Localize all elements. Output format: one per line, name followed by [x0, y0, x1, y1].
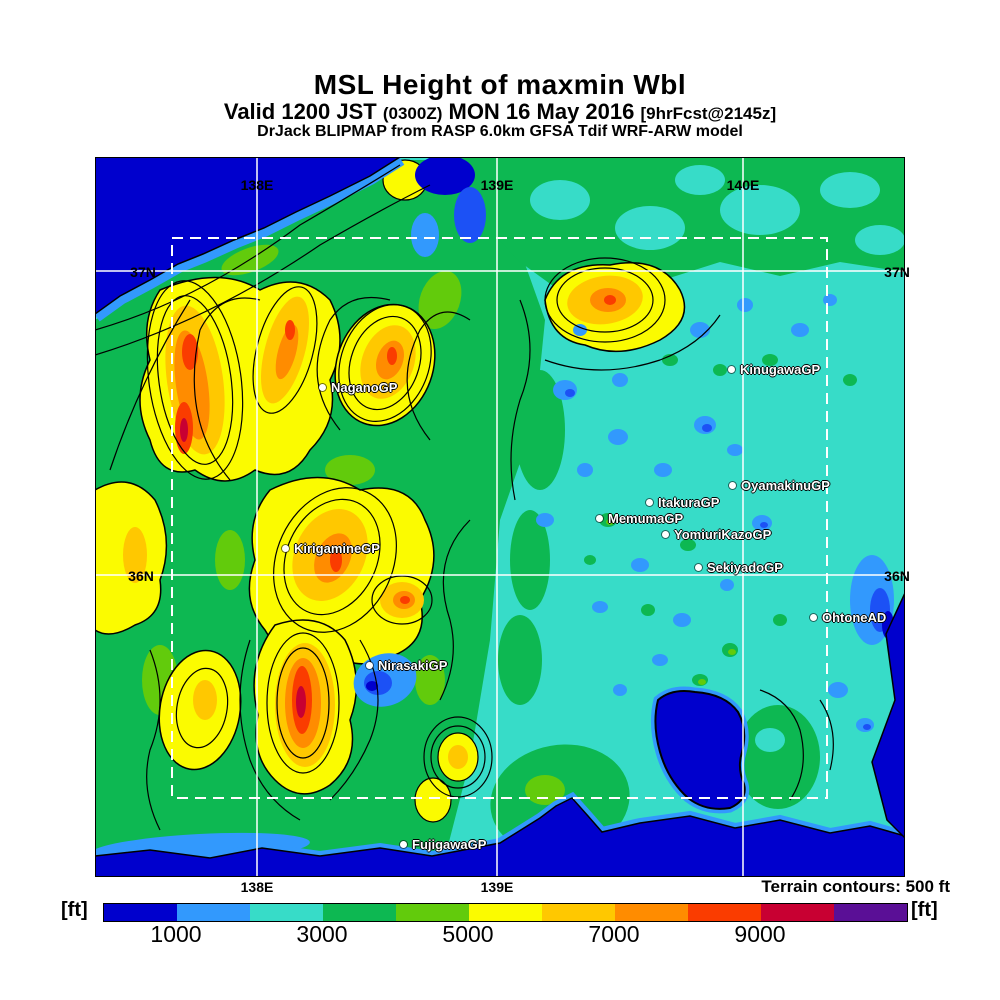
station-label: NirasakiGP	[378, 658, 448, 673]
terrain-contour-lines	[95, 164, 834, 831]
station-marker-sekiyado: SekiyadoGP	[695, 560, 783, 575]
station-dot-icon	[282, 545, 289, 552]
station-label: OyamakinuGP	[741, 478, 830, 493]
colorbar-segment	[396, 904, 469, 921]
colorbar-segment	[688, 904, 761, 921]
colorbar-segment	[177, 904, 250, 921]
station-marker-fujigawa: FujigawaGP	[400, 837, 486, 852]
colorbar-segment	[323, 904, 396, 921]
colorbar-segment	[615, 904, 688, 921]
station-marker-itakura: ItakuraGP	[646, 495, 719, 510]
station-label: NaganoGP	[331, 380, 398, 395]
station-marker-kinugawa: KinugawaGP	[728, 362, 820, 377]
terrain-fill-layer	[95, 157, 905, 877]
colorbar-swatches	[104, 904, 907, 921]
colorbar-unit-left: [ft]	[61, 899, 88, 921]
map-area: 138E 139E 140E 37N 36N 37N 36N NaganoGP …	[95, 157, 910, 877]
station-marker-nirasaki: NirasakiGP	[366, 658, 447, 673]
colorbar-segment	[469, 904, 542, 921]
lat-label-36n-right: 36N	[884, 568, 910, 584]
colorbar-segment	[542, 904, 615, 921]
station-label: ItakuraGP	[658, 495, 720, 510]
colorbar-tick-1000: 1000	[150, 921, 202, 947]
colorbar-tick-9000: 9000	[734, 921, 786, 947]
station-dot-icon	[596, 515, 603, 522]
station-marker-nagano: NaganoGP	[319, 380, 397, 395]
station-marker-kirigamine: KirigamineGP	[282, 541, 380, 556]
forecast-run-text: [9hrFcst@2145z]	[640, 104, 777, 123]
colorbar-unit-right: [ft]	[911, 899, 938, 921]
graticule-lines	[95, 157, 905, 877]
terrain-contour-note: Terrain contours: 500 ft	[761, 877, 950, 896]
lat-label-37n-right: 37N	[884, 264, 910, 280]
valid-date-text: MON 16 May 2016	[442, 99, 641, 124]
station-dot-icon	[695, 564, 702, 571]
map-border	[95, 157, 905, 877]
station-label: FujigawaGP	[412, 837, 487, 852]
station-label: OhtoneAD	[822, 610, 887, 625]
colorbar-segment	[834, 904, 907, 921]
model-subtitle: DrJack BLIPMAP from RASP 6.0km GFSA Tdif…	[257, 123, 743, 140]
station-marker-memuma: MemumaGP	[596, 511, 683, 526]
colorbar-segment	[250, 904, 323, 921]
station-dot-icon	[728, 366, 735, 373]
station-marker-yomiurikazo: YomiuriKazoGP	[662, 527, 771, 542]
map-canvas	[95, 157, 905, 877]
lat-label-36n-left: 36N	[128, 568, 154, 584]
station-label: YomiuriKazoGP	[674, 527, 772, 542]
colorbar-segment	[104, 904, 177, 921]
station-dot-icon	[319, 384, 326, 391]
station-label: SekiyadoGP	[707, 560, 783, 575]
model-domain-box	[171, 237, 828, 799]
lat-label-37n-left: 37N	[130, 264, 156, 280]
station-marker-ohtone: OhtoneAD	[810, 610, 886, 625]
lon-label-139e-bottom: 139E	[480, 879, 514, 895]
station-dot-icon	[366, 662, 373, 669]
colorbar	[103, 903, 908, 922]
colorbar-tick-7000: 7000	[588, 921, 640, 947]
valid-time-text: Valid 1200 JST	[223, 99, 383, 124]
station-dot-icon	[810, 614, 817, 621]
station-marker-oyamakinu: OyamakinuGP	[729, 478, 830, 493]
colorbar-tick-3000: 3000	[296, 921, 348, 947]
lon-label-138e-bottom: 138E	[240, 879, 274, 895]
lon-label-138e-top: 138E	[240, 177, 274, 193]
valid-time-line: Valid 1200 JST (0300Z) MON 16 May 2016 […	[0, 99, 1000, 125]
colorbar-segment	[761, 904, 834, 921]
lon-label-140e-top: 140E	[726, 177, 760, 193]
station-label: MemumaGP	[608, 511, 684, 526]
page-title: MSL Height of maxmin Wbl	[313, 69, 687, 100]
station-dot-icon	[400, 841, 407, 848]
colorbar-tick-5000: 5000	[442, 921, 494, 947]
station-label: KirigamineGP	[294, 541, 380, 556]
valid-time-zulu: (0300Z)	[382, 104, 443, 123]
station-dot-icon	[729, 482, 736, 489]
lon-label-139e-top: 139E	[480, 177, 514, 193]
station-dot-icon	[646, 499, 653, 506]
station-dot-icon	[662, 531, 669, 538]
sea-layer	[95, 157, 905, 877]
station-label: KinugawaGP	[740, 362, 821, 377]
mountain-highlands-layer	[95, 159, 686, 823]
